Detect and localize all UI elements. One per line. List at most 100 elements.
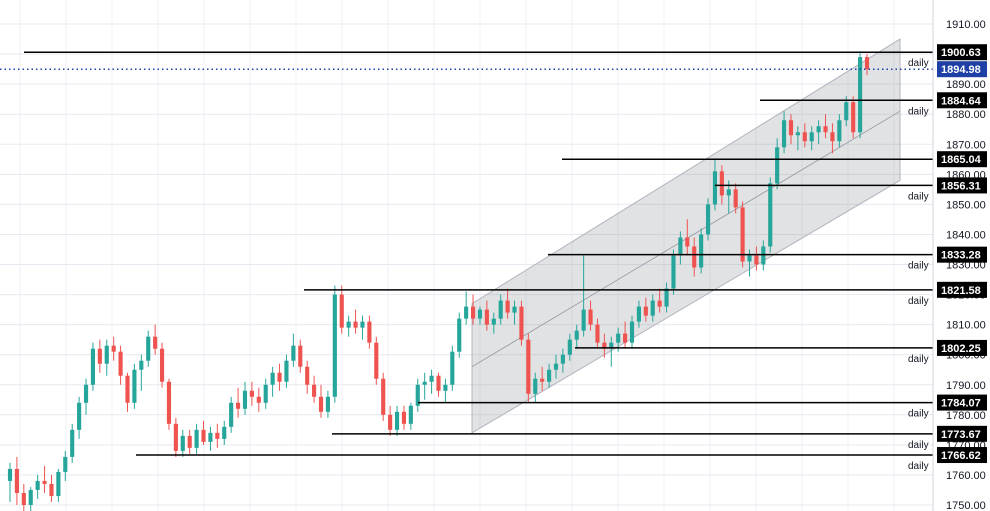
candle-body <box>139 360 144 370</box>
candle-body <box>388 414 393 430</box>
axis-tick-label: 1840.00 <box>946 229 986 241</box>
candle-body <box>602 342 607 349</box>
candle-body <box>858 57 863 133</box>
level-price-tag <box>937 394 987 411</box>
candle-body <box>256 396 261 403</box>
candle-body <box>284 360 289 382</box>
candle-body <box>747 255 752 262</box>
candle-body <box>464 306 469 319</box>
candle-body <box>664 288 669 307</box>
level-price-tag-label: 1865.04 <box>941 154 982 166</box>
candle-body <box>678 237 683 256</box>
candle-body <box>830 132 835 142</box>
candle-body <box>229 402 234 427</box>
axis-tick-label: 1870.00 <box>946 139 986 151</box>
candle-body <box>153 336 158 349</box>
level-price-tag <box>937 92 987 109</box>
level-price-tag <box>937 177 987 194</box>
current-price-tag-label: 1894.98 <box>941 64 981 76</box>
candle-body <box>374 342 379 379</box>
level-price-tag-label: 1833.28 <box>941 250 981 262</box>
candle-body <box>104 345 109 364</box>
candle-body <box>325 396 330 412</box>
candle-body <box>547 369 552 382</box>
candle-body <box>90 348 96 385</box>
candle-body <box>761 246 766 265</box>
level-price-tag-label: 1773.67 <box>941 429 981 441</box>
candle-body <box>443 384 448 391</box>
candle-body <box>768 183 773 247</box>
candle-body <box>7 468 13 481</box>
level-timeframe-label: daily <box>908 261 929 272</box>
level-timeframe-label: daily <box>908 191 929 202</box>
candle-body <box>173 423 178 451</box>
candle-body <box>118 351 123 376</box>
candle-body <box>277 372 282 382</box>
candle-body <box>457 318 462 352</box>
candle-body <box>450 351 455 385</box>
level-price-tag-label: 1856.31 <box>941 180 981 192</box>
candle-body <box>63 456 68 472</box>
axis-tick-label: 1760.00 <box>946 470 986 482</box>
candle-body <box>111 345 116 352</box>
level-price-tag-label: 1821.58 <box>941 285 981 297</box>
candle-body <box>415 384 420 406</box>
candle-body <box>574 330 579 340</box>
candle-body <box>166 381 172 424</box>
level-price-tag-label: 1884.64 <box>941 95 982 107</box>
candle-body <box>360 321 365 328</box>
candle-body <box>215 432 220 439</box>
level-price-tag <box>937 447 987 464</box>
candle-body <box>581 309 586 331</box>
candle-body <box>650 300 655 316</box>
candle-body <box>643 306 648 316</box>
level-price-tag <box>937 281 987 298</box>
level-timeframe-label: daily <box>908 409 929 420</box>
candle-body <box>312 384 317 397</box>
grid <box>0 0 933 511</box>
candle-body <box>802 132 807 142</box>
candle-body <box>470 306 476 319</box>
axis-tick-label: 1890.00 <box>946 79 986 91</box>
candle-body <box>851 102 856 133</box>
candle-body <box>629 321 635 343</box>
candle-body <box>14 468 19 493</box>
candle-body <box>623 333 628 343</box>
candle-body <box>249 390 254 397</box>
candle-body <box>77 402 82 430</box>
candle-body <box>740 207 745 262</box>
candle-body <box>864 57 870 70</box>
candle-body <box>477 309 483 319</box>
candle-body <box>222 426 227 439</box>
level-timeframe-label: daily <box>908 440 929 451</box>
candle-body <box>332 294 337 397</box>
level-price-tag-label: 1784.07 <box>941 398 981 410</box>
candle-body <box>491 318 496 325</box>
level-timeframe-label: daily <box>908 461 929 472</box>
candle-body <box>636 306 642 322</box>
level-price-tag <box>937 246 987 263</box>
candle-body <box>553 363 559 370</box>
candle-body <box>657 300 662 307</box>
candle-body <box>339 294 344 328</box>
candle-body <box>401 411 407 424</box>
candle-body <box>533 378 538 394</box>
candle-body <box>270 372 275 385</box>
axis-tick-label: 1880.00 <box>946 109 986 121</box>
candle-body <box>394 411 400 430</box>
candle-body <box>381 378 386 415</box>
candle-body <box>754 255 759 265</box>
level-price-tag-label: 1802.25 <box>941 343 981 355</box>
candle-body <box>187 435 192 448</box>
candle-body <box>844 102 849 121</box>
candle-body <box>28 489 33 505</box>
candle-body <box>692 246 697 268</box>
level-timeframe-label: daily <box>908 296 929 307</box>
candle-body <box>132 369 137 403</box>
candle-body <box>567 339 572 355</box>
candle-body <box>726 189 731 196</box>
candle-body <box>526 339 531 394</box>
candle-body <box>367 321 372 343</box>
